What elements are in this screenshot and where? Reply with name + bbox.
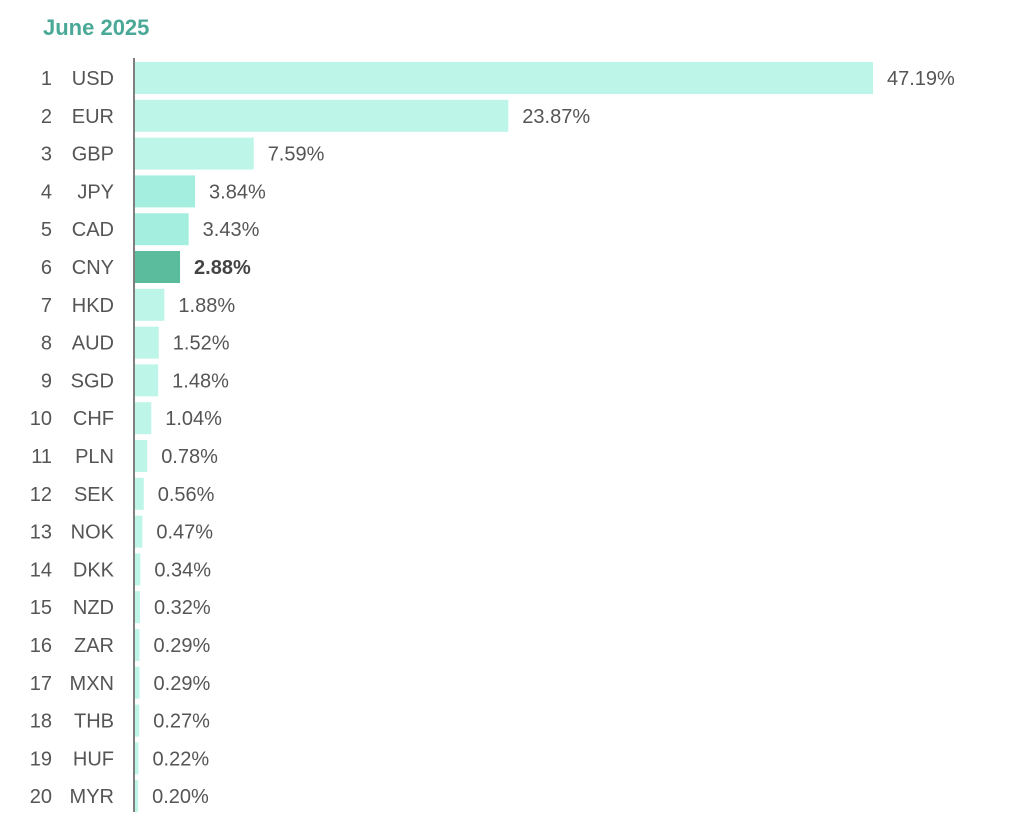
- rank-label: 10: [30, 408, 52, 430]
- value-label: 0.56%: [158, 484, 215, 506]
- rank-label: 6: [41, 257, 52, 279]
- category-label: CHF: [73, 408, 114, 430]
- rank-label: 11: [31, 446, 52, 468]
- category-label: NZD: [73, 597, 114, 619]
- bar-myr: [135, 780, 139, 813]
- category-label: CAD: [72, 219, 114, 241]
- bar-aud: [135, 326, 159, 359]
- value-label: 0.78%: [161, 446, 218, 468]
- rank-label: 9: [41, 370, 52, 392]
- category-label: MYR: [70, 786, 114, 808]
- category-label: GBP: [72, 144, 114, 166]
- value-label: 23.87%: [522, 106, 590, 128]
- value-label: 1.88%: [178, 295, 235, 317]
- category-label: SEK: [74, 484, 115, 506]
- category-label: ZAR: [74, 635, 114, 657]
- category-label: EUR: [72, 106, 114, 128]
- value-label: 47.19%: [887, 68, 955, 90]
- value-label: 1.04%: [165, 408, 222, 430]
- category-label: AUD: [72, 333, 114, 355]
- rank-label: 17: [30, 673, 52, 695]
- category-label: NOK: [71, 522, 115, 544]
- bar-pln: [135, 440, 148, 472]
- rank-label: 13: [30, 522, 52, 544]
- value-label: 0.22%: [152, 748, 209, 770]
- bar-jpy: [135, 175, 196, 208]
- value-label: 3.43%: [203, 219, 260, 241]
- value-label: 7.59%: [268, 144, 325, 166]
- rank-label: 4: [41, 181, 52, 203]
- rank-label: 2: [41, 106, 52, 128]
- value-label: 0.34%: [154, 559, 211, 581]
- value-label: 1.52%: [173, 333, 230, 355]
- bar-hkd: [135, 288, 165, 321]
- bar-nzd: [135, 591, 141, 624]
- bar-nok: [135, 515, 143, 548]
- category-label: CNY: [72, 257, 114, 279]
- bar-eur: [135, 99, 509, 132]
- category-label: PLN: [75, 446, 114, 468]
- bar-zar: [135, 629, 140, 661]
- category-label: THB: [74, 711, 114, 733]
- value-label: 0.47%: [156, 522, 213, 544]
- bar-usd: [135, 62, 873, 94]
- value-label: 1.48%: [172, 370, 229, 392]
- bar-gbp: [135, 137, 254, 170]
- category-label: HUF: [73, 748, 114, 770]
- bar-cny: [135, 251, 181, 283]
- category-label: JPY: [77, 181, 114, 203]
- rank-label: 5: [41, 219, 52, 241]
- value-label: 3.84%: [209, 181, 266, 203]
- rank-label: 16: [30, 635, 52, 657]
- value-label: 0.27%: [153, 711, 210, 733]
- rank-label: 7: [41, 295, 52, 317]
- bar-chf: [135, 402, 152, 435]
- bar-dkk: [135, 553, 141, 586]
- category-label: USD: [72, 68, 114, 90]
- category-label: HKD: [72, 295, 114, 317]
- bar-sgd: [135, 364, 159, 397]
- rank-label: 20: [30, 786, 52, 808]
- rank-label: 14: [30, 559, 52, 581]
- category-label: MXN: [70, 673, 114, 695]
- value-label: 0.29%: [154, 635, 211, 657]
- bar-thb: [135, 704, 140, 737]
- category-label: DKK: [73, 559, 115, 581]
- chart-title: June 2025: [43, 15, 150, 40]
- bar-huf: [135, 742, 139, 775]
- rank-label: 3: [41, 144, 52, 166]
- rank-label: 18: [30, 711, 52, 733]
- rank-label: 12: [30, 484, 52, 506]
- bar-cad: [135, 213, 189, 246]
- rank-label: 15: [30, 597, 52, 619]
- value-label: 0.32%: [154, 597, 211, 619]
- bar-sek: [135, 477, 144, 510]
- value-label: 0.20%: [152, 786, 209, 808]
- rank-label: 8: [41, 333, 52, 355]
- value-label: 2.88%: [194, 257, 251, 279]
- bar-mxn: [135, 666, 140, 699]
- value-label: 0.29%: [154, 673, 211, 695]
- rank-label: 19: [30, 748, 52, 770]
- rank-label: 1: [41, 68, 52, 90]
- category-label: SGD: [71, 370, 114, 392]
